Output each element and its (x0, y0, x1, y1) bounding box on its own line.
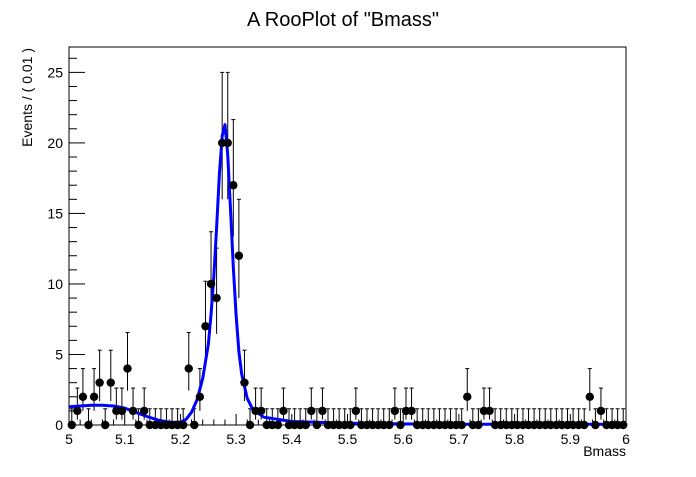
data-point (273, 420, 283, 430)
data-point (318, 406, 327, 416)
data-point (73, 406, 82, 416)
data-point (240, 378, 249, 387)
data-point (312, 420, 322, 430)
x-tick-label: 5.7 (449, 431, 469, 447)
data-point (178, 420, 188, 430)
y-axis: 0 5 10 15 20 25 (47, 57, 85, 433)
data-point (585, 392, 594, 401)
plot-frame (68, 46, 627, 426)
data-point (123, 364, 132, 373)
y-tick-label: 5 (55, 346, 63, 362)
data-point (407, 406, 416, 416)
y-tick-label: 0 (55, 417, 63, 433)
x-tick-label: 5 (65, 431, 73, 447)
chart-title: A RooPlot of "Bmass" (247, 9, 439, 31)
data-point (201, 322, 210, 331)
data-point (128, 406, 138, 416)
data-point (301, 420, 310, 430)
data-point (139, 406, 149, 416)
data-point (351, 406, 361, 416)
data-point (385, 420, 394, 430)
data-point (134, 420, 143, 430)
x-tick-label: 5.6 (393, 431, 413, 447)
data-points (67, 138, 628, 430)
y-tick-label: 10 (47, 276, 63, 292)
data-point (190, 420, 199, 430)
data-point (184, 364, 193, 373)
data-point (223, 138, 232, 148)
x-tick-label: 5.3 (226, 431, 246, 447)
data-point (485, 406, 494, 416)
y-tick-label: 15 (47, 205, 63, 221)
data-point (84, 420, 93, 430)
error-bars (69, 71, 626, 426)
x-tick-label: 5.1 (115, 431, 135, 447)
data-point (580, 420, 589, 430)
data-point (245, 420, 255, 430)
data-point (256, 406, 266, 416)
x-tick-label: 5.4 (282, 431, 302, 447)
data-point (101, 420, 110, 430)
data-point (78, 392, 88, 401)
x-axis-label: Bmass (583, 443, 626, 459)
data-point (67, 420, 76, 430)
data-point (474, 420, 483, 430)
data-point (206, 279, 216, 289)
x-axis: 5 5.1 5.2 5.3 5.4 5.5 5.6 5.7 5.8 5.9 6 (65, 414, 630, 447)
plot-border (68, 46, 627, 426)
data-point (463, 392, 472, 401)
data-point (229, 181, 238, 190)
y-tick-label: 20 (47, 135, 63, 151)
x-tick-label: 6 (622, 431, 630, 447)
data-point (591, 420, 600, 430)
data-point (212, 293, 221, 303)
data-point (457, 420, 466, 430)
data-point (596, 406, 606, 416)
data-point (307, 406, 316, 416)
data-point (396, 420, 405, 430)
y-tick-label: 25 (47, 64, 63, 80)
x-tick-label: 5.9 (561, 431, 581, 447)
data-point (619, 420, 628, 430)
data-point (106, 378, 115, 387)
data-point (195, 392, 205, 401)
data-point (279, 406, 288, 416)
data-point (390, 406, 400, 416)
data-point (89, 392, 99, 401)
data-point (346, 420, 355, 430)
fit-curve (68, 123, 626, 426)
y-axis-label: Events / ( 0.01 ) (19, 48, 35, 147)
x-tick-label: 5.5 (338, 431, 358, 447)
data-point (117, 406, 127, 416)
fit-curve-group (68, 123, 626, 426)
data-point (95, 378, 104, 387)
data-point (234, 251, 244, 260)
x-tick-label: 5.2 (171, 431, 191, 447)
x-tick-label: 5.8 (505, 431, 525, 447)
